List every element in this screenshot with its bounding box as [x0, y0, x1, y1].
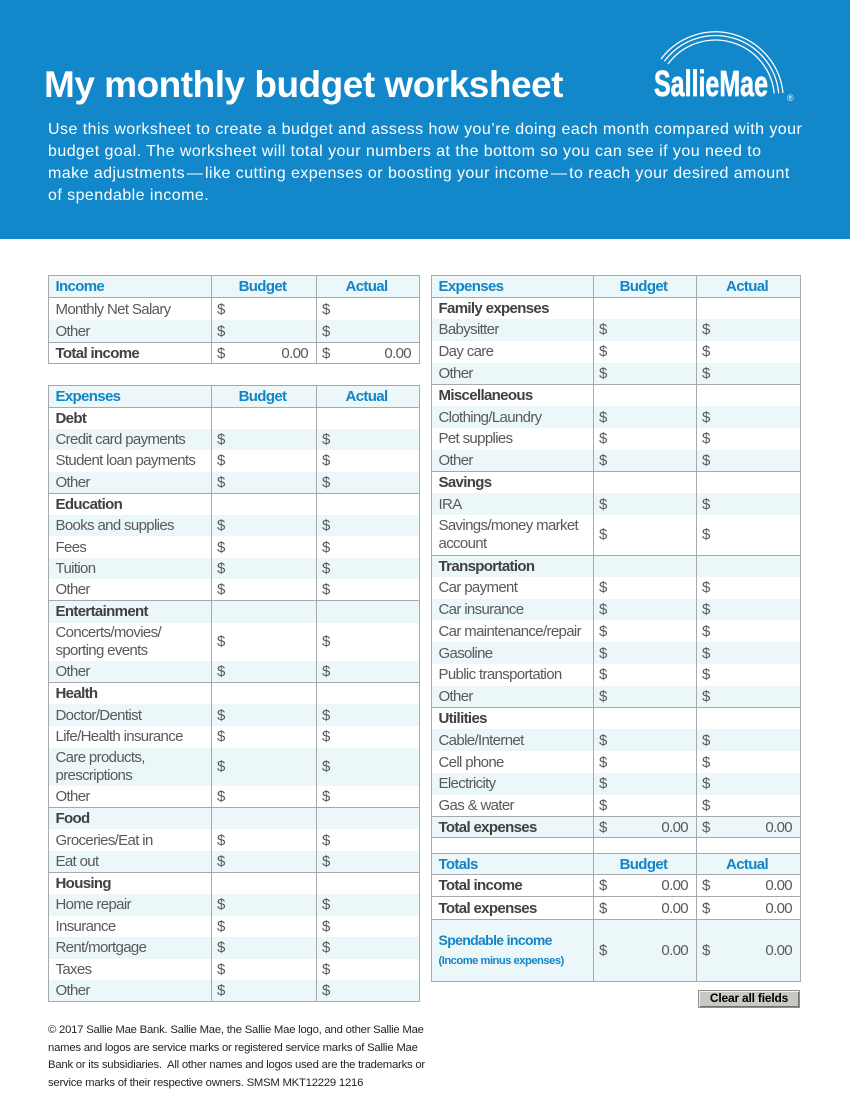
svg-text:SallieMae: SallieMae: [654, 63, 768, 104]
svg-text:®: ®: [787, 93, 794, 103]
